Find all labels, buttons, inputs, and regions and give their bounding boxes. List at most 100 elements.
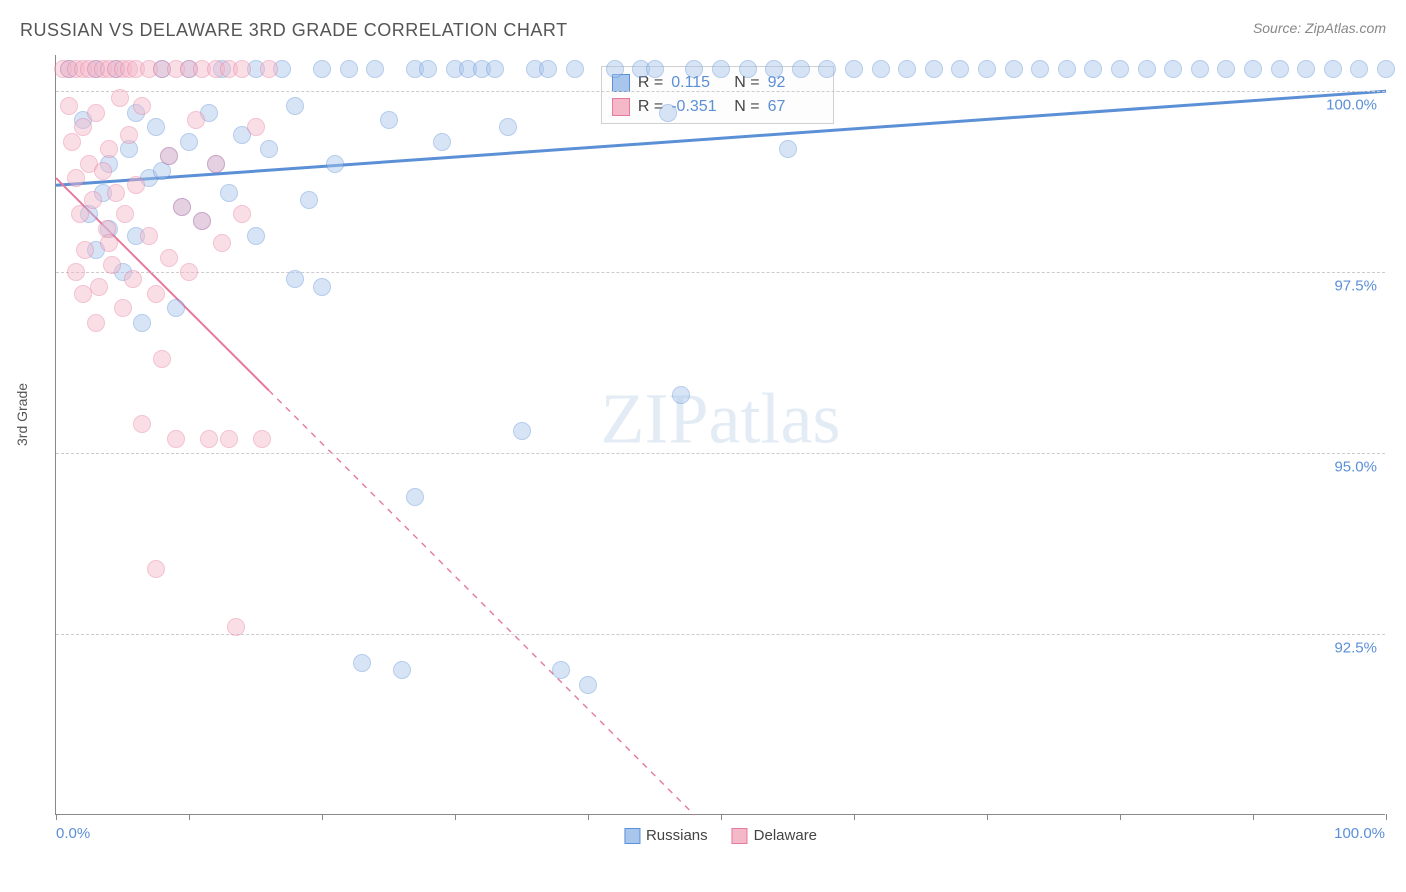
scatter-point xyxy=(672,386,690,404)
scatter-point xyxy=(433,133,451,151)
scatter-point xyxy=(71,205,89,223)
n-label: N = xyxy=(734,95,759,119)
legend-item: Russians xyxy=(624,827,708,844)
x-tick xyxy=(1386,814,1387,820)
scatter-point xyxy=(220,430,238,448)
scatter-point xyxy=(872,60,890,78)
source-label: Source: ZipAtlas.com xyxy=(1253,20,1386,36)
legend-item: Delaware xyxy=(732,827,817,844)
n-value: 67 xyxy=(768,95,823,119)
scatter-point xyxy=(340,60,358,78)
gridline xyxy=(56,272,1385,273)
scatter-point xyxy=(1138,60,1156,78)
scatter-point xyxy=(76,241,94,259)
scatter-point xyxy=(247,118,265,136)
scatter-point xyxy=(659,104,677,122)
scatter-point xyxy=(94,162,112,180)
scatter-point xyxy=(220,184,238,202)
scatter-point xyxy=(147,560,165,578)
legend-row: R =-0.351N =67 xyxy=(612,95,823,119)
scatter-point xyxy=(87,104,105,122)
scatter-point xyxy=(103,256,121,274)
scatter-point xyxy=(552,661,570,679)
scatter-point xyxy=(326,155,344,173)
scatter-point xyxy=(173,198,191,216)
y-tick-label: 97.5% xyxy=(1334,278,1377,295)
series-legend: Russians Delaware xyxy=(624,827,817,844)
scatter-point xyxy=(951,60,969,78)
scatter-point xyxy=(1058,60,1076,78)
scatter-point xyxy=(513,422,531,440)
scatter-point xyxy=(1377,60,1395,78)
scatter-point xyxy=(539,60,557,78)
scatter-point xyxy=(74,118,92,136)
scatter-point xyxy=(84,191,102,209)
scatter-point xyxy=(1324,60,1342,78)
scatter-point xyxy=(486,60,504,78)
legend-swatch xyxy=(732,828,748,844)
scatter-point xyxy=(1191,60,1209,78)
scatter-point xyxy=(845,60,863,78)
scatter-point xyxy=(167,430,185,448)
scatter-point xyxy=(818,60,836,78)
scatter-point xyxy=(133,314,151,332)
scatter-point xyxy=(792,60,810,78)
x-tick xyxy=(455,814,456,820)
legend-swatch xyxy=(612,98,630,116)
chart-title: RUSSIAN VS DELAWARE 3RD GRADE CORRELATIO… xyxy=(20,20,568,41)
scatter-point xyxy=(380,111,398,129)
scatter-point xyxy=(100,140,118,158)
scatter-point xyxy=(74,285,92,303)
scatter-point xyxy=(1031,60,1049,78)
scatter-point xyxy=(160,249,178,267)
scatter-point xyxy=(313,60,331,78)
chart-container: RUSSIAN VS DELAWARE 3RD GRADE CORRELATIO… xyxy=(0,0,1406,892)
scatter-point xyxy=(566,60,584,78)
scatter-point xyxy=(193,212,211,230)
scatter-point xyxy=(1350,60,1368,78)
x-axis-max-label: 100.0% xyxy=(1334,825,1385,842)
scatter-point xyxy=(779,140,797,158)
scatter-point xyxy=(207,155,225,173)
scatter-point xyxy=(406,488,424,506)
scatter-point xyxy=(60,97,78,115)
scatter-point xyxy=(133,415,151,433)
scatter-point xyxy=(366,60,384,78)
scatter-point xyxy=(765,60,783,78)
scatter-point xyxy=(1297,60,1315,78)
legend-label: Russians xyxy=(646,827,708,844)
scatter-point xyxy=(116,205,134,223)
scatter-point xyxy=(260,60,278,78)
x-tick xyxy=(987,814,988,820)
scatter-point xyxy=(300,191,318,209)
scatter-point xyxy=(499,118,517,136)
x-tick xyxy=(56,814,57,820)
x-tick xyxy=(322,814,323,820)
scatter-point xyxy=(111,89,129,107)
x-tick xyxy=(189,814,190,820)
scatter-point xyxy=(213,234,231,252)
scatter-point xyxy=(187,111,205,129)
scatter-point xyxy=(87,314,105,332)
scatter-point xyxy=(685,60,703,78)
scatter-point xyxy=(1111,60,1129,78)
scatter-point xyxy=(124,270,142,288)
x-tick xyxy=(854,814,855,820)
scatter-point xyxy=(67,263,85,281)
y-tick-label: 92.5% xyxy=(1334,640,1377,657)
scatter-point xyxy=(153,350,171,368)
scatter-point xyxy=(167,299,185,317)
scatter-point xyxy=(180,263,198,281)
scatter-point xyxy=(579,676,597,694)
gridline xyxy=(56,453,1385,454)
scatter-point xyxy=(1164,60,1182,78)
legend-swatch xyxy=(624,828,640,844)
scatter-point xyxy=(90,278,108,296)
scatter-point xyxy=(712,60,730,78)
x-tick xyxy=(588,814,589,820)
scatter-point xyxy=(978,60,996,78)
scatter-point xyxy=(1217,60,1235,78)
scatter-point xyxy=(147,285,165,303)
scatter-point xyxy=(233,60,251,78)
x-tick xyxy=(1120,814,1121,820)
